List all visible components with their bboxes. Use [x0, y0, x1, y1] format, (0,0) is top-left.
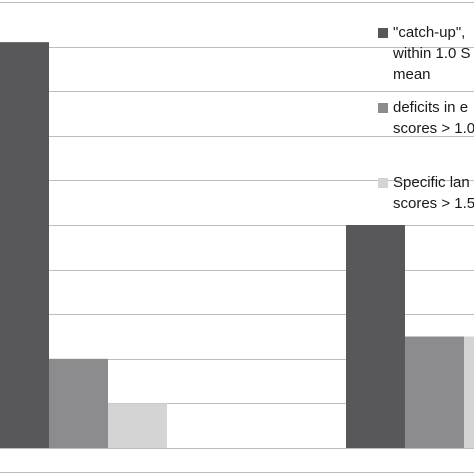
- bars: [0, 42, 474, 448]
- legend-label-deficits: deficits in e scores > 1.0: [393, 99, 474, 137]
- bar-group2-series3: [464, 336, 474, 448]
- legend-swatch-specific-language: [378, 178, 388, 188]
- bar-group1-series1: [0, 42, 49, 448]
- legend-label-specific-language: Specific lan scores > 1.5: [393, 174, 474, 212]
- bar-group2-series1: [346, 225, 405, 448]
- legend-swatch-deficits: [378, 103, 388, 113]
- bar-group1-series3: [108, 403, 167, 448]
- bar-group2-series2: [405, 336, 464, 448]
- legend-label-catch-up: "catch-up", within 1.0 S mean: [393, 24, 471, 83]
- bar-group1-series2: [49, 358, 108, 448]
- legend-swatch-catch-up: [378, 28, 388, 38]
